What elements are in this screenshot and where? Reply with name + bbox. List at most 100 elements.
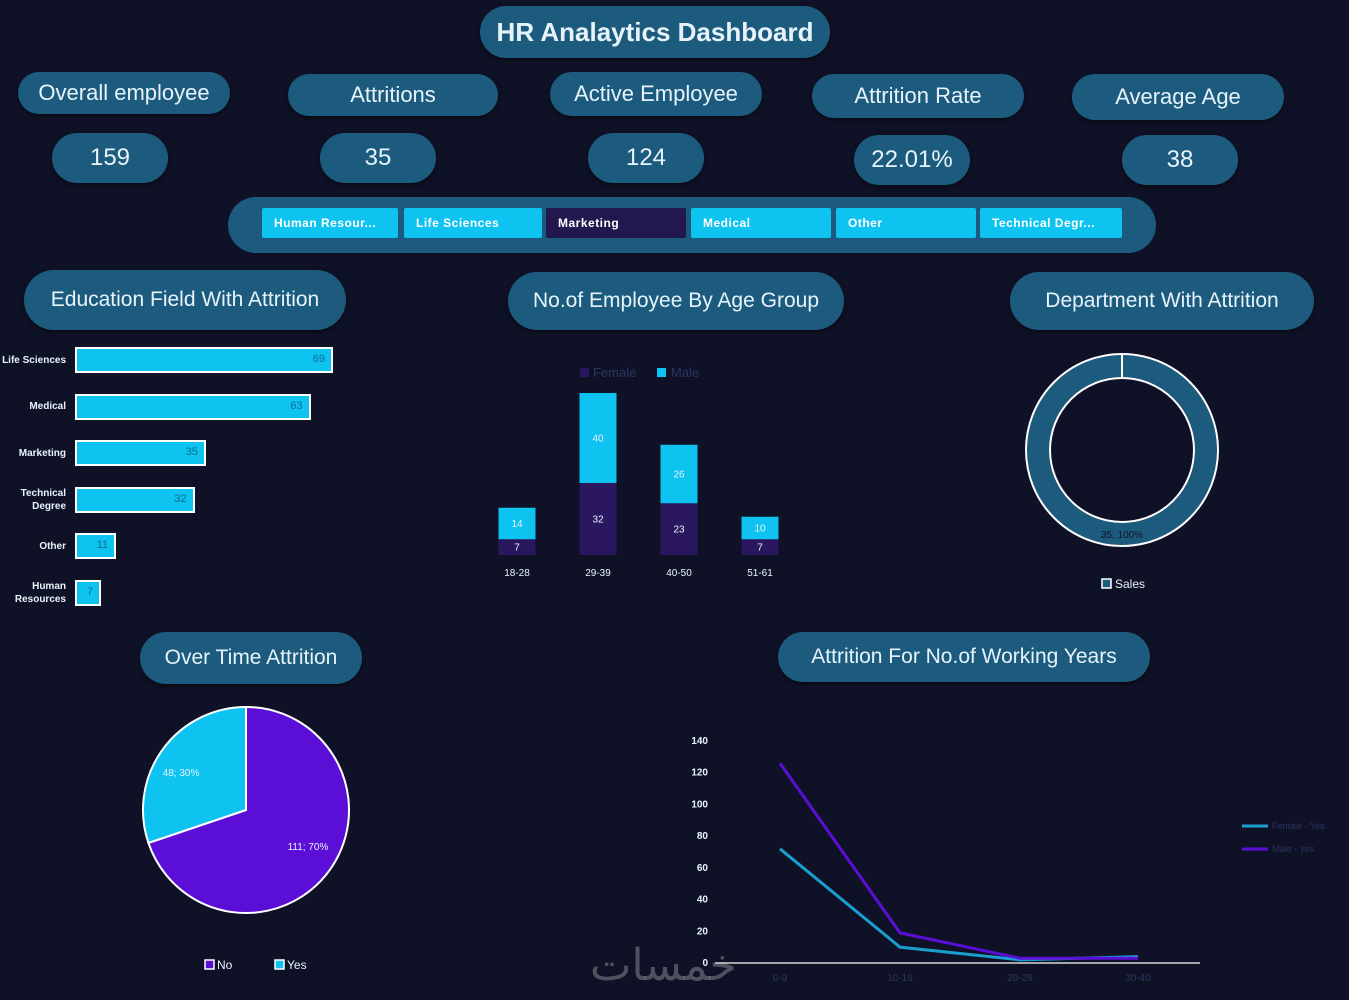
age-bar-segment-male — [498, 507, 536, 540]
line-series-female-yes — [779, 847, 1139, 962]
kpi-label-active-employee: Active Employee — [550, 72, 762, 116]
y-axis-tick-label: 60 — [697, 863, 709, 874]
legend-sales-swatch — [1101, 578, 1112, 589]
pie-slice-no — [147, 705, 350, 914]
kpi-value-attrition-rate: 22.01% — [854, 135, 970, 185]
pie-slice-yes — [142, 705, 247, 845]
edu-bar — [75, 347, 333, 373]
donut-ring-sales — [1027, 355, 1217, 545]
overtime-pie-chart: 111; 70% 48; 30% No Yes — [142, 705, 350, 972]
section-title-overtime: Over Time Attrition — [140, 632, 362, 684]
x-axis-tick-label: 10-19 — [887, 973, 913, 984]
edu-category-label: Medical — [0, 400, 66, 413]
slicer-item-medical[interactable]: Medical — [691, 208, 831, 238]
age-bar-value: 23 — [673, 525, 685, 536]
age-category-label: 40-50 — [666, 568, 692, 579]
age-bar-segment-female — [660, 503, 698, 555]
edu-category-label: Human Resources — [0, 580, 66, 606]
age-bar-segment-female — [741, 539, 779, 555]
age-category-label: 18-28 — [504, 568, 530, 579]
pie-label-yes: 48; 30% — [163, 768, 200, 779]
edu-category-label-line: Marketing — [18, 447, 66, 459]
legend-no-label: No — [217, 958, 233, 972]
y-axis-tick-label: 120 — [691, 768, 708, 779]
edu-bar — [75, 440, 206, 466]
y-axis-tick-label: 20 — [697, 926, 709, 937]
edu-bar — [75, 533, 117, 559]
dashboard-title: HR Analaytics Dashboard — [480, 6, 830, 58]
kpi-label-attritions: Attritions — [288, 74, 498, 116]
edu-category-label: Other — [0, 540, 66, 553]
edu-bar-value: 7 — [87, 585, 94, 598]
y-axis-tick-label: 140 — [691, 736, 708, 747]
section-title-education: Education Field With Attrition — [24, 270, 346, 330]
edu-category-label-line: Life Sciences — [2, 354, 66, 366]
kpi-value-active-employee: 124 — [588, 133, 704, 183]
edu-bar — [75, 579, 102, 606]
legend-yes-label: Yes — [287, 958, 307, 972]
section-title-working-years: Attrition For No.of Working Years — [778, 632, 1150, 682]
y-axis-tick-label: 0 — [702, 958, 708, 969]
donut-ring-outer-edge — [1025, 353, 1219, 547]
donut-ring-inner-edge — [1049, 377, 1195, 523]
department-donut-chart: 35; 100% Sales — [1025, 353, 1219, 591]
x-axis-tick-label: 0-9 — [773, 973, 788, 984]
y-axis-tick-label: 40 — [697, 895, 709, 906]
slicer-item-human-resources[interactable]: Human Resour... — [262, 208, 398, 238]
kpi-value-average-age: 38 — [1122, 135, 1238, 185]
kpi-value-overall-employee: 159 — [52, 133, 168, 183]
edu-bar — [75, 393, 311, 420]
edu-bar-value: 32 — [174, 492, 187, 505]
edu-bar-value: 35 — [185, 446, 198, 458]
watermark: خمسات — [590, 940, 737, 991]
age-group-chart: Female Male 7 14 18-28 32 40 29-39 23 26 40-50 7 1… — [498, 365, 779, 579]
legend-female-label: Female — [593, 365, 636, 380]
edu-category-label-line: Degree — [32, 500, 66, 512]
edu-category-label-line: Medical — [29, 401, 66, 412]
line-series-male-yes — [778, 762, 1138, 960]
kpi-label-attrition-rate: Attrition Rate — [812, 74, 1024, 118]
donut-data-label: 35; 100% — [1101, 530, 1143, 541]
slicer-item-marketing[interactable]: Marketing — [546, 208, 686, 238]
edu-category-label-line: Technical — [20, 487, 66, 499]
edu-bar-value: 69 — [312, 353, 325, 365]
edu-category-label-line: Human — [32, 580, 66, 592]
age-bar-segment-male — [660, 444, 698, 504]
x-axis-tick-label: 20-29 — [1007, 973, 1033, 984]
edu-category-label: Technical Degree — [0, 487, 66, 513]
kpi-label-overall-employee: Overall employee — [18, 72, 230, 114]
edu-bar-value: 63 — [290, 399, 303, 412]
age-bar-value: 7 — [757, 543, 763, 554]
legend-sales-label: Sales — [1115, 577, 1145, 591]
kpi-value-attritions: 35 — [320, 133, 436, 183]
legend-female-swatch — [580, 368, 589, 377]
legend-male-swatch — [657, 368, 666, 377]
section-title-department: Department With Attrition — [1010, 272, 1314, 330]
age-category-label: 51-61 — [747, 568, 773, 579]
age-category-label: 29-39 — [585, 568, 611, 579]
age-bar-value: 26 — [673, 470, 685, 481]
legend-no-swatch — [204, 959, 215, 970]
age-bar-segment-male — [741, 516, 779, 540]
slicer-item-life-sciences[interactable]: Life Sciences — [404, 208, 542, 238]
age-bar-value: 40 — [592, 434, 604, 445]
section-title-age-group: No.of Employee By Age Group — [508, 272, 844, 330]
y-axis-tick-label: 100 — [691, 799, 708, 810]
age-bar-value: 7 — [514, 543, 520, 554]
age-bar-value: 14 — [511, 519, 523, 530]
kpi-label-average-age: Average Age — [1072, 74, 1284, 120]
legend-male-label: Male — [671, 365, 699, 380]
edu-bar-value: 11 — [96, 539, 109, 551]
edu-category-label-line: Other — [39, 540, 66, 552]
age-bar-segment-male — [579, 393, 617, 483]
legend-yes-swatch — [274, 959, 285, 970]
edu-bar — [75, 486, 195, 513]
slicer-item-other[interactable]: Other — [836, 208, 976, 238]
legend-series-label: Female - Yes — [1272, 821, 1325, 831]
age-bar-value: 32 — [592, 515, 604, 526]
legend-series-label: Male - Yes — [1272, 844, 1315, 854]
edu-category-label: Life Sciences — [0, 354, 66, 367]
edu-category-label-line: Resources — [14, 593, 66, 605]
edu-category-label: Marketing — [0, 447, 66, 460]
slicer-item-technical-degree[interactable]: Technical Degr... — [980, 208, 1122, 238]
